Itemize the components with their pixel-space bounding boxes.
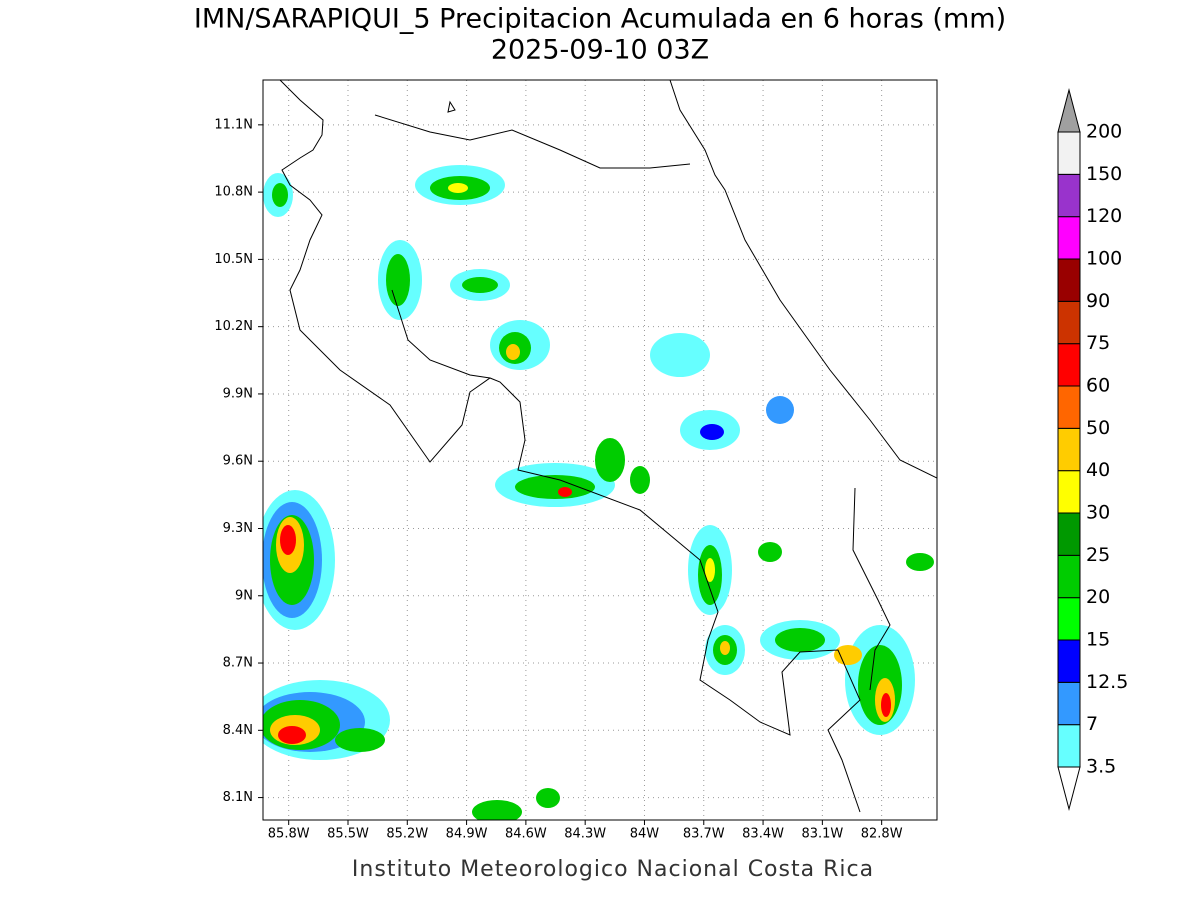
footer: Instituto Meteorologico Nacional Costa R… xyxy=(352,857,874,882)
y-tick-label: 8.4N xyxy=(223,723,253,738)
x-tick-label: 84.9W xyxy=(446,827,488,842)
colorbar-swatch xyxy=(1057,258,1081,302)
x-tick-label: 85.5W xyxy=(327,827,369,842)
x-tick-label: 83.1W xyxy=(801,827,843,842)
colorbar-label: 50 xyxy=(1086,417,1110,439)
y-tick-label: 8.1N xyxy=(223,790,253,805)
x-tick-label: 83.4W xyxy=(742,827,784,842)
colorbar-swatch xyxy=(1057,639,1081,683)
map-frame xyxy=(262,79,938,821)
y-tick-label: 11.1N xyxy=(214,117,253,132)
x-tick-label: 85.8W xyxy=(268,827,310,842)
y-tick-label: 10.2N xyxy=(214,319,253,334)
x-tick-label: 83.7W xyxy=(683,827,725,842)
colorbar-label: 20 xyxy=(1086,586,1110,608)
y-tick-label: 9.3N xyxy=(223,521,253,536)
colorbar-swatch xyxy=(1057,343,1081,387)
y-tick-label: 10.5N xyxy=(214,252,253,267)
colorbar-label: 3.5 xyxy=(1086,756,1116,778)
title: IMN/SARAPIQUI_5 Precipitacion Acumulada … xyxy=(194,4,1006,35)
colorbar-label: 120 xyxy=(1086,205,1122,227)
subtitle: 2025-09-10 03Z xyxy=(491,35,709,66)
y-tick-label: 10.8N xyxy=(214,185,253,200)
colorbar-label: 15 xyxy=(1086,629,1110,651)
colorbar-label: 90 xyxy=(1086,290,1110,312)
colorbar-swatch xyxy=(1057,512,1081,556)
colorbar-swatch xyxy=(1057,724,1081,768)
colorbar-label: 75 xyxy=(1086,332,1110,354)
coastline xyxy=(279,80,937,813)
y-tick-label: 9N xyxy=(235,588,253,603)
colorbar-swatch xyxy=(1057,216,1081,260)
x-tick-label: 84.3W xyxy=(564,827,606,842)
rain-cell xyxy=(263,165,934,820)
colorbar-swatch xyxy=(1057,131,1081,175)
colorbar-over xyxy=(1057,88,1081,133)
colorbar: 3.5 7 12.5 15 20 25 30 40 50 60 75 90 100 120 150 200 xyxy=(1057,88,1128,811)
colorbar-label: 25 xyxy=(1086,544,1110,566)
y-tick-label: 9.9N xyxy=(223,386,253,401)
colorbar-swatch xyxy=(1057,554,1081,599)
x-tick-label: 82.8W xyxy=(861,827,903,842)
colorbar-swatch xyxy=(1057,173,1081,218)
x-tick-label: 84W xyxy=(630,827,660,842)
colorbar-label: 12.5 xyxy=(1086,671,1128,693)
colorbar-label: 40 xyxy=(1086,459,1110,481)
colorbar-swatch xyxy=(1057,385,1081,429)
colorbar-label: 200 xyxy=(1086,121,1122,143)
colorbar-label: 30 xyxy=(1086,502,1110,524)
colorbar-swatch xyxy=(1057,470,1081,514)
colorbar-swatch xyxy=(1057,300,1081,345)
colorbar-under xyxy=(1057,766,1081,811)
y-tick-label: 8.7N xyxy=(223,656,253,671)
colorbar-swatch xyxy=(1057,681,1081,726)
y-tick-label: 9.6N xyxy=(223,454,253,469)
colorbar-swatch xyxy=(1057,597,1081,641)
colorbar-label: 100 xyxy=(1086,248,1122,270)
precipitation-field xyxy=(263,80,937,820)
x-tick-label: 85.2W xyxy=(386,827,428,842)
colorbar-label: 60 xyxy=(1086,375,1110,397)
x-tick-label: 84.6W xyxy=(505,827,547,842)
grid xyxy=(263,80,937,820)
colorbar-label: 7 xyxy=(1086,713,1098,735)
colorbar-label: 150 xyxy=(1086,163,1122,185)
colorbar-swatch xyxy=(1057,427,1081,472)
